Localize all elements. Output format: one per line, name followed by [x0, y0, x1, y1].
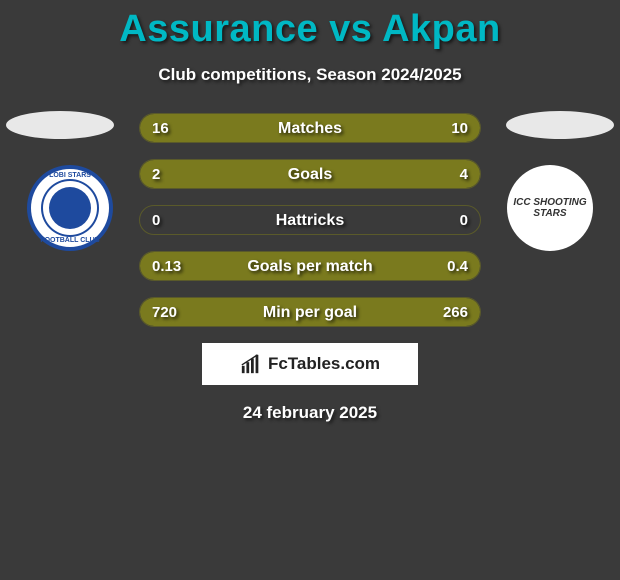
bar-label: Goals per match — [140, 252, 480, 281]
bar-value-right: 0.4 — [447, 252, 468, 281]
bar-value-right: 4 — [460, 160, 468, 189]
subtitle: Club competitions, Season 2024/2025 — [0, 65, 620, 85]
bar-label: Min per goal — [140, 298, 480, 327]
bar-row: 720Min per goal266 — [139, 297, 481, 327]
logo-left-text-bottom: FOOTBALL CLUB — [31, 237, 109, 244]
bar-row: 0.13Goals per match0.4 — [139, 251, 481, 281]
bar-value-right: 0 — [460, 206, 468, 235]
bar-row: 16Matches10 — [139, 113, 481, 143]
bar-label: Hattricks — [140, 206, 480, 235]
comparison-bars: 16Matches10 2Goals4 0Hattricks0 0.13Goals p… — [139, 113, 481, 327]
bar-label: Goals — [140, 160, 480, 189]
page-title: Assurance vs Akpan — [0, 0, 620, 51]
logo-left-text-top: LOBI STARS — [31, 172, 109, 179]
bar-value-right: 266 — [443, 298, 468, 327]
bar-value-right: 10 — [451, 114, 468, 143]
bar-label: Matches — [140, 114, 480, 143]
comparison-content: LOBI STARS FOOTBALL CLUB ICC SHOOTING ST… — [0, 113, 620, 423]
bar-row: 2Goals4 — [139, 159, 481, 189]
team-logo-right: ICC SHOOTING STARS — [507, 165, 593, 251]
brand-text: FcTables.com — [268, 354, 380, 374]
team-logo-left: LOBI STARS FOOTBALL CLUB — [27, 165, 113, 251]
logo-right-text: ICC SHOOTING STARS — [513, 197, 587, 219]
brand-box[interactable]: FcTables.com — [202, 343, 418, 385]
shadow-ellipse-right — [506, 111, 614, 139]
shadow-ellipse-left — [6, 111, 114, 139]
bar-row: 0Hattricks0 — [139, 205, 481, 235]
bar-chart-icon — [240, 353, 262, 375]
date-text: 24 february 2025 — [0, 403, 620, 423]
soccer-ball-icon — [49, 187, 91, 229]
